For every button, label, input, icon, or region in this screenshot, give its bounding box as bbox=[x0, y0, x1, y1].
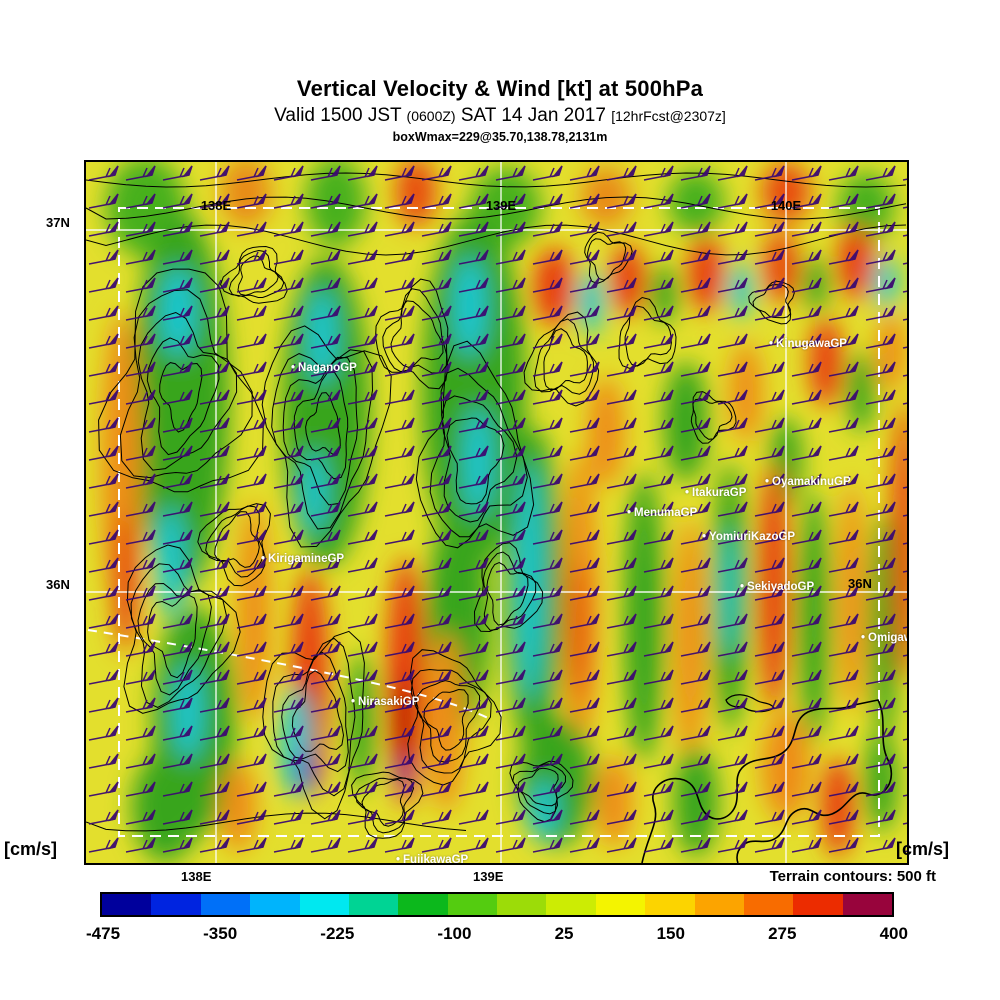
station-label-kinugawagp: • KinugawaGP bbox=[769, 338, 847, 350]
colorbar-segment bbox=[645, 894, 695, 915]
station-label-sekiyadogp: • SekiyadoGP bbox=[740, 581, 814, 593]
station-label-yomiurikazogp: • YomiuriKazoGP bbox=[702, 531, 795, 543]
colorbar-tick-label: -475 bbox=[86, 924, 121, 943]
station-dot: • bbox=[627, 507, 632, 519]
station-name: NirasakiGP bbox=[358, 696, 420, 708]
wind-barbs-layer bbox=[86, 162, 907, 863]
station-name: KinugawaGP bbox=[776, 338, 847, 350]
units-label-right: [cm/s] bbox=[896, 839, 950, 859]
lon-label-140e-top: 140E bbox=[770, 198, 802, 213]
colorbar-segment bbox=[398, 894, 448, 915]
station-name: KirigamineGP bbox=[268, 553, 345, 565]
vertical-velocity-field-svg bbox=[86, 162, 907, 863]
lat-label-36n-left: 36N bbox=[46, 577, 70, 592]
lat-label-36n-right: 36N bbox=[848, 576, 872, 591]
colorbar-segment bbox=[151, 894, 201, 915]
station-label-oyamakinugp: • OyamakinuGP bbox=[765, 476, 851, 488]
lon-label-139e-bottom: 139E bbox=[473, 869, 504, 884]
colorbar-segment bbox=[694, 894, 744, 915]
station-label-fujikawagp: • FujikawaGP bbox=[396, 854, 469, 865]
colorbar-tick-label: 25 bbox=[554, 924, 574, 943]
station-label-omigawagp: •OmigawaGP bbox=[861, 632, 907, 644]
colorbar-segment bbox=[200, 894, 251, 915]
colorbar-tick-labels: -475 -350 -225 -100 25 150 275 400 bbox=[86, 924, 908, 944]
station-dot: • bbox=[765, 476, 770, 488]
station-dot: • bbox=[396, 854, 401, 865]
station-name: OyamakinuGP bbox=[772, 476, 851, 488]
station-dot: • bbox=[351, 696, 356, 708]
colorbar-segment bbox=[595, 894, 646, 915]
station-dot: • bbox=[740, 581, 745, 593]
station-dot: • bbox=[261, 553, 266, 565]
colorbar-tick-label: 275 bbox=[768, 924, 797, 943]
station-name: SekiyadoGP bbox=[747, 581, 815, 593]
station-dot: • bbox=[769, 338, 774, 350]
station-name: FujikawaGP bbox=[403, 854, 469, 865]
colorbar-tick-label: -350 bbox=[203, 924, 238, 943]
station-dot: • bbox=[685, 487, 690, 499]
station-dot: • bbox=[861, 632, 866, 644]
colorbar-segment bbox=[447, 894, 497, 915]
colorbar-tick-label: 400 bbox=[879, 924, 908, 943]
colorbar-tick-label: -225 bbox=[320, 924, 355, 943]
colorbar-tick-label: 150 bbox=[656, 924, 685, 943]
colorbar-segment bbox=[842, 894, 892, 915]
wmax-annotation: boxWmax=229@35.70,138.78,2131m bbox=[392, 130, 608, 144]
lat-label-37n-left: 37N bbox=[46, 215, 70, 230]
station-name: ItakuraGP bbox=[692, 487, 747, 499]
colorbar-segment bbox=[793, 894, 843, 915]
station-dot: • bbox=[702, 531, 707, 543]
colorbar-segment bbox=[497, 894, 547, 915]
station-name: OmigawaGP bbox=[868, 632, 907, 644]
valid-date: SAT 14 Jan 2017 bbox=[455, 105, 612, 126]
colorbar-segment bbox=[348, 894, 399, 915]
colorbar-segment bbox=[102, 894, 152, 915]
station-dot: • bbox=[291, 362, 296, 374]
terrain-contour-note: Terrain contours: 500 ft bbox=[769, 868, 936, 885]
station-label-naganogp: • NaganoGP bbox=[291, 362, 357, 374]
valid-time-utc: (0600Z) bbox=[406, 108, 456, 124]
lon-label-138e-top: 138E bbox=[200, 198, 232, 213]
colorbar-segment bbox=[250, 894, 300, 915]
lon-label-139e-top: 139E bbox=[485, 198, 517, 213]
colorbar-segment bbox=[743, 894, 794, 915]
station-label-nirasakigp: • NirasakiGP bbox=[351, 696, 419, 708]
colorbar-tick-label: -100 bbox=[437, 924, 472, 943]
chart-title: Vertical Velocity & Wind [kt] at 500hPa bbox=[296, 76, 704, 101]
lon-label-138e-bottom: 138E bbox=[181, 869, 212, 884]
station-name: YomiuriKazoGP bbox=[709, 531, 796, 543]
units-label-left: [cm/s] bbox=[4, 839, 58, 859]
forecast-info: [12hrFcst@2307z] bbox=[611, 108, 726, 124]
station-label-kirigaminegp: • KirigamineGP bbox=[261, 553, 344, 565]
valid-time-jst: Valid 1500 JST bbox=[274, 105, 407, 126]
station-label-menumagp: • MenumaGP bbox=[627, 507, 697, 519]
colorbar bbox=[100, 892, 894, 917]
station-label-itakuragp: • ItakuraGP bbox=[685, 487, 746, 499]
map-panel: 138E 139E 140E 36N • NaganoGP • KinugawaGP •… bbox=[84, 160, 909, 865]
station-name: MenumaGP bbox=[634, 507, 698, 519]
colorbar-segment bbox=[299, 894, 349, 915]
station-name: NaganoGP bbox=[298, 362, 357, 374]
map-overlay: 138E 139E 140E 36N • NaganoGP • KinugawaGP •… bbox=[86, 162, 907, 863]
chart-valid-line: Valid 1500 JST (0600Z) SAT 14 Jan 2017 [… bbox=[0, 105, 1000, 127]
colorbar-segment bbox=[546, 894, 596, 915]
